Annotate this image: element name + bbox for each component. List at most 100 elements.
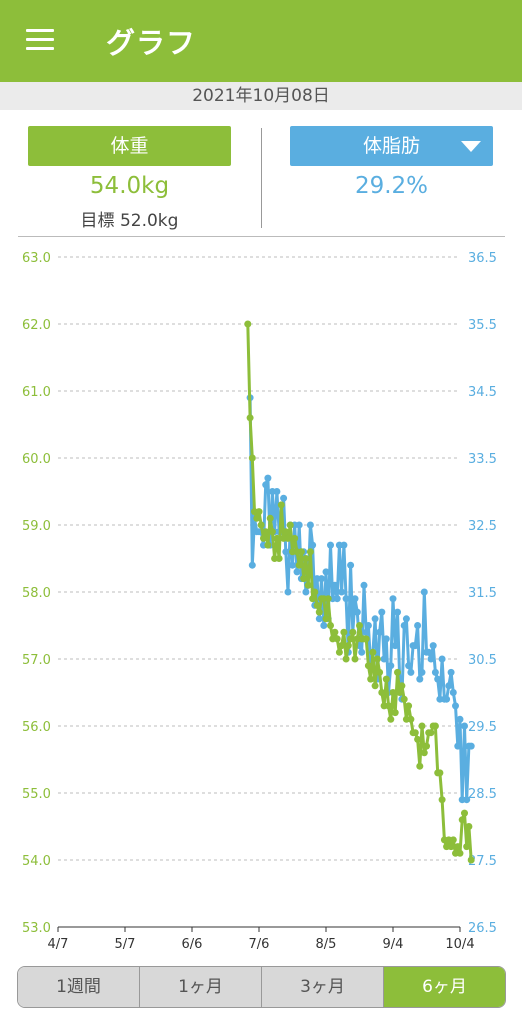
bodyfat-point xyxy=(394,608,401,616)
weight-point xyxy=(277,501,285,509)
bodyfat-point xyxy=(322,568,330,576)
weight-point xyxy=(356,622,363,629)
weight-button[interactable]: 体重 xyxy=(28,126,231,166)
bodyfat-point xyxy=(351,595,359,603)
x-tick-label: 8/5 xyxy=(316,937,337,952)
weight-point xyxy=(297,548,305,556)
summary-panel: 体重 54.0kg 目標 52.0kg 体脂肪 29.2% xyxy=(0,110,522,238)
weight-point xyxy=(335,648,343,656)
bodyfat-point xyxy=(333,595,341,603)
bodyfat-point xyxy=(431,668,439,676)
weight-point xyxy=(467,856,475,864)
weight-point xyxy=(351,655,359,663)
weight-point xyxy=(266,514,274,522)
weight-point xyxy=(333,635,341,643)
weight-point xyxy=(400,695,408,703)
bodyfat-point xyxy=(309,541,317,549)
y-right-tick-label: 33.5 xyxy=(468,452,497,467)
bodyfat-point xyxy=(347,561,355,569)
weight-point xyxy=(344,642,352,650)
weight-point xyxy=(273,534,281,542)
hamburger-menu-icon[interactable] xyxy=(26,29,56,53)
bodyfat-point xyxy=(264,474,272,482)
weight-point xyxy=(331,628,339,636)
y-right-tick-label: 30.5 xyxy=(468,653,497,668)
app-bar: グラフ xyxy=(0,0,522,82)
y-right-tick-label: 36.5 xyxy=(468,251,497,266)
weight-point xyxy=(407,715,415,723)
y-left-tick-label: 59.0 xyxy=(22,519,51,534)
weight-point xyxy=(284,534,292,542)
x-tick-label: 6/6 xyxy=(182,937,203,952)
bodyfat-button-label: 体脂肪 xyxy=(362,135,420,157)
weight-point xyxy=(427,729,435,737)
weight-point xyxy=(411,729,419,737)
y-right-tick-label: 29.5 xyxy=(468,720,497,735)
bodyfat-point xyxy=(295,521,303,529)
weight-point xyxy=(367,675,375,683)
weight-point xyxy=(311,588,319,596)
y-right-tick-label: 35.5 xyxy=(468,318,497,333)
weight-point xyxy=(416,762,424,770)
x-tick-label: 7/6 xyxy=(249,937,270,952)
tab-4[interactable]: 6ヶ月 xyxy=(383,967,505,1007)
weight-point xyxy=(465,823,473,830)
bodyfat-point xyxy=(262,481,270,489)
weight-value: 54.0kg xyxy=(89,173,170,199)
weight-point xyxy=(253,514,261,522)
bodyfat-point xyxy=(376,628,384,636)
bodyfat-point xyxy=(456,715,464,723)
weight-point xyxy=(340,628,348,636)
bodyfat-point xyxy=(284,588,292,596)
weight-point xyxy=(302,555,310,562)
weight-button-label: 体重 xyxy=(110,135,149,157)
weight-point xyxy=(438,796,446,804)
y-left-tick-label: 53.0 xyxy=(22,921,51,936)
tab-1[interactable]: 1週間 xyxy=(18,967,139,1007)
weight-point xyxy=(369,648,377,656)
weight-bodyfat-chart[interactable]: 63.0 36.5 62.0 35.5 61.0 34.5 60.0 33.5 59.0 32.5… xyxy=(0,240,522,960)
bodyfat-point xyxy=(418,668,426,676)
bodyfat-point xyxy=(289,561,296,569)
weight-point xyxy=(282,528,290,536)
divider xyxy=(261,128,262,228)
weight-point xyxy=(456,849,464,857)
tab-3[interactable]: 3ヶ月 xyxy=(261,967,383,1007)
weight-point xyxy=(378,689,386,696)
weight-point xyxy=(398,682,406,690)
bodyfat-point xyxy=(447,668,455,676)
bodyfat-point xyxy=(427,655,435,663)
bodyfat-point xyxy=(407,668,415,676)
y-left-tick-label: 60.0 xyxy=(22,452,51,467)
weight-point xyxy=(449,836,457,844)
weight-point xyxy=(396,689,404,696)
bodyfat-point xyxy=(248,561,256,569)
weight-point xyxy=(382,675,390,683)
weight-point xyxy=(260,534,267,542)
bodyfat-point xyxy=(302,588,310,596)
x-tick-label: 10/4 xyxy=(445,937,474,952)
bodyfat-point xyxy=(320,622,328,629)
tab-2[interactable]: 1ヶ月 xyxy=(139,967,261,1007)
weight-point xyxy=(373,655,381,663)
bodyfat-point xyxy=(445,682,453,690)
y-right-tick-label: 34.5 xyxy=(468,385,497,400)
bodyfat-point xyxy=(353,608,361,616)
weight-point xyxy=(257,521,265,529)
weight-point xyxy=(394,668,401,676)
bodyfat-point xyxy=(358,648,366,656)
weight-point xyxy=(306,548,314,556)
bodyfat-dropdown-button[interactable]: 体脂肪 xyxy=(290,126,493,166)
y-left-tick-label: 63.0 xyxy=(22,251,51,266)
y-left-tick-label: 54.0 xyxy=(22,854,51,869)
weight-point xyxy=(436,769,444,777)
weight-point xyxy=(313,601,321,609)
weight-point xyxy=(304,581,312,589)
weight-point xyxy=(364,662,372,670)
weight-point xyxy=(418,722,426,730)
triangle-down-icon xyxy=(461,141,481,152)
y-right-tick-label: 28.5 xyxy=(468,787,497,802)
bodyfat-point xyxy=(315,615,323,623)
bodyfat-point xyxy=(416,675,424,683)
section-divider xyxy=(18,236,505,237)
